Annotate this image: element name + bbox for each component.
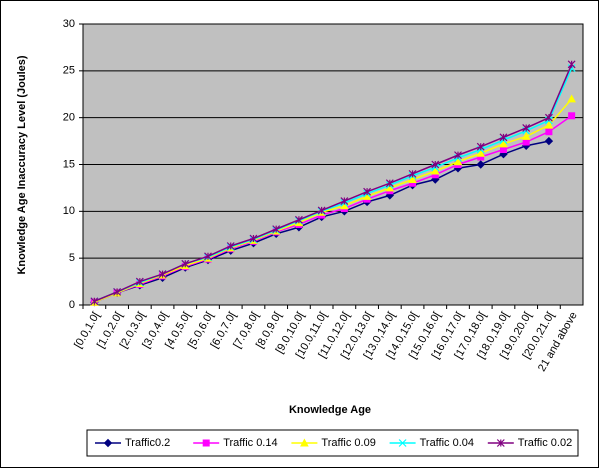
marker bbox=[431, 160, 440, 169]
marker bbox=[90, 297, 99, 306]
marker bbox=[294, 215, 303, 224]
y-tick-label: 10 bbox=[63, 205, 75, 217]
marker bbox=[181, 259, 190, 268]
marker bbox=[454, 151, 462, 160]
marker bbox=[499, 139, 508, 148]
marker bbox=[476, 142, 485, 151]
marker bbox=[272, 225, 281, 234]
marker bbox=[408, 174, 417, 183]
marker bbox=[522, 138, 530, 146]
series-line bbox=[94, 98, 573, 303]
marker bbox=[568, 112, 576, 120]
marker bbox=[135, 277, 144, 286]
marker bbox=[544, 120, 554, 129]
marker bbox=[544, 113, 553, 122]
marker bbox=[113, 287, 122, 296]
marker bbox=[453, 157, 463, 166]
legend-label: Traffic 0.02 bbox=[518, 437, 572, 449]
marker bbox=[476, 148, 486, 157]
marker bbox=[340, 197, 349, 205]
y-tick-label: 0 bbox=[69, 299, 75, 311]
marker bbox=[408, 169, 417, 178]
marker bbox=[567, 60, 576, 69]
series-line bbox=[94, 63, 573, 302]
marker bbox=[385, 179, 394, 188]
marker bbox=[300, 438, 309, 447]
marker bbox=[522, 124, 531, 132]
marker bbox=[158, 270, 167, 279]
legend-label: Traffic 0.09 bbox=[321, 437, 375, 449]
marker bbox=[499, 133, 508, 142]
y-tick-label: 15 bbox=[63, 158, 75, 170]
marker bbox=[398, 439, 407, 447]
marker bbox=[496, 439, 505, 447]
marker bbox=[545, 128, 553, 136]
legend-label: Traffic0.2 bbox=[125, 437, 170, 449]
marker bbox=[249, 234, 258, 243]
marker bbox=[202, 439, 210, 447]
series-line bbox=[94, 115, 573, 303]
marker bbox=[476, 160, 485, 169]
legend-label: Traffic 0.14 bbox=[223, 437, 277, 449]
marker bbox=[430, 166, 440, 175]
marker bbox=[544, 136, 554, 146]
marker bbox=[204, 252, 212, 261]
y-tick-label: 5 bbox=[69, 252, 75, 264]
marker bbox=[226, 242, 235, 250]
marker bbox=[363, 187, 372, 196]
marker bbox=[317, 206, 326, 215]
marker bbox=[499, 146, 507, 154]
marker bbox=[103, 438, 113, 448]
x-axis-label: Knowledge Age bbox=[289, 404, 371, 416]
marker bbox=[521, 131, 531, 140]
y-tick-label: 30 bbox=[63, 18, 75, 30]
y-tick-label: 20 bbox=[63, 112, 75, 124]
legend-label: Traffic 0.04 bbox=[420, 437, 474, 449]
y-axis-label: Knowledge Age Inaccuracy Level (Joules) bbox=[16, 55, 28, 274]
y-tick-label: 25 bbox=[63, 65, 75, 77]
marker bbox=[567, 94, 576, 103]
